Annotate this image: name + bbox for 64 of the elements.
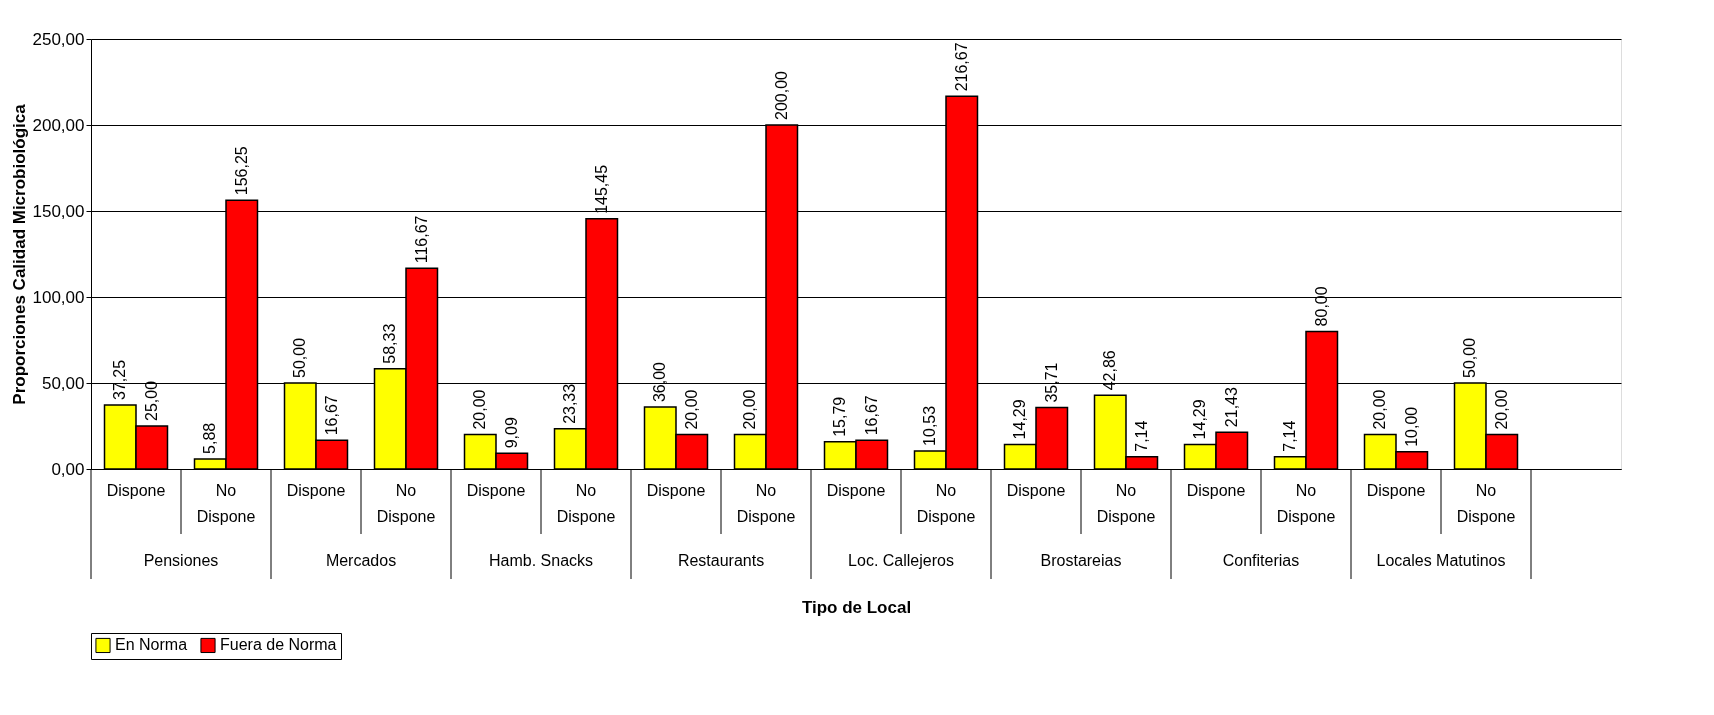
data-label: 10,00: [1402, 406, 1420, 447]
x-tick-label: No Dispone: [736, 482, 796, 525]
y-tick-label: 200,00: [32, 115, 85, 135]
x-tick-label: Dispone: [1006, 482, 1066, 499]
data-label: 15,79: [831, 396, 849, 437]
x-tick-label: Dispone: [1186, 482, 1246, 499]
x-tick-label: No Dispone: [1456, 482, 1516, 525]
data-label: 23,33: [561, 383, 579, 424]
text: Locales Matutinos: [1376, 552, 1506, 569]
data-label: 116,67: [412, 215, 430, 264]
data-label: 5,88: [201, 422, 219, 454]
text: Loc. Callejeros: [848, 552, 954, 569]
x-tick-label: Dispone: [106, 482, 166, 499]
data-label: 200,00: [772, 70, 790, 120]
data-label: 20,00: [741, 389, 759, 430]
x-tick-label: Dispone: [286, 482, 346, 499]
y-tick-label: 0,00: [51, 459, 85, 479]
data-label: 50,00: [291, 337, 309, 378]
y-tick-label: 100,00: [32, 287, 85, 307]
text: Brostareias: [1040, 552, 1122, 569]
x-tick-label: No Dispone: [1096, 482, 1156, 525]
data-label: 9,09: [502, 417, 520, 449]
text: Restaurants: [677, 552, 765, 569]
legend-label: Fuera de Norma: [220, 636, 337, 654]
data-label: 16,67: [862, 395, 880, 436]
x-tick-label: No Dispone: [916, 482, 976, 525]
x-axis-title: Tipo de Local: [801, 597, 912, 617]
x-tick-label: Dispone: [1366, 482, 1426, 499]
data-label: 10,53: [921, 405, 939, 446]
data-label: 7,14: [1132, 420, 1150, 452]
x-tick-label: Dispone: [466, 482, 526, 499]
text: Pensiones: [143, 552, 219, 569]
x-tick-label: Dispone: [646, 482, 706, 499]
data-label: 14,29: [1191, 399, 1209, 440]
data-label: 37,25: [111, 359, 129, 400]
data-label: 58,33: [381, 323, 399, 364]
text: Mercados: [325, 552, 397, 569]
data-label: 20,00: [1492, 389, 1510, 430]
data-label: 20,00: [682, 389, 700, 430]
x-tick-label: No Dispone: [376, 482, 436, 525]
x-tick-label: No Dispone: [1276, 482, 1336, 525]
data-label: 156,25: [232, 146, 250, 196]
y-tick-label: 150,00: [32, 201, 85, 221]
data-label: 20,00: [471, 389, 489, 430]
y-axis-title: Proporciones Calidad Microbiológica: [9, 103, 29, 405]
x-tick-label: Dispone: [826, 482, 886, 499]
data-label: 216,67: [952, 42, 970, 92]
data-label: 35,71: [1042, 362, 1060, 403]
text: Hamb. Snacks: [488, 552, 594, 569]
y-tick-label: 250,00: [32, 29, 85, 49]
data-label: 7,14: [1281, 420, 1299, 452]
legend-label: En Norma: [115, 636, 188, 654]
data-label: 36,00: [651, 361, 669, 403]
text: Confiterias: [1222, 552, 1300, 569]
data-label: 21,43: [1222, 387, 1240, 428]
data-label: 25,00: [142, 380, 160, 421]
y-tick-label: 50,00: [41, 373, 85, 393]
data-label: 50,00: [1461, 337, 1479, 378]
data-label: 16,67: [322, 395, 340, 436]
data-label: 20,00: [1371, 389, 1389, 430]
data-label: 145,45: [592, 164, 610, 214]
x-tick-label: No Dispone: [196, 482, 256, 525]
x-tick-label: No Dispone: [556, 482, 616, 525]
data-label: 14,29: [1011, 399, 1029, 440]
